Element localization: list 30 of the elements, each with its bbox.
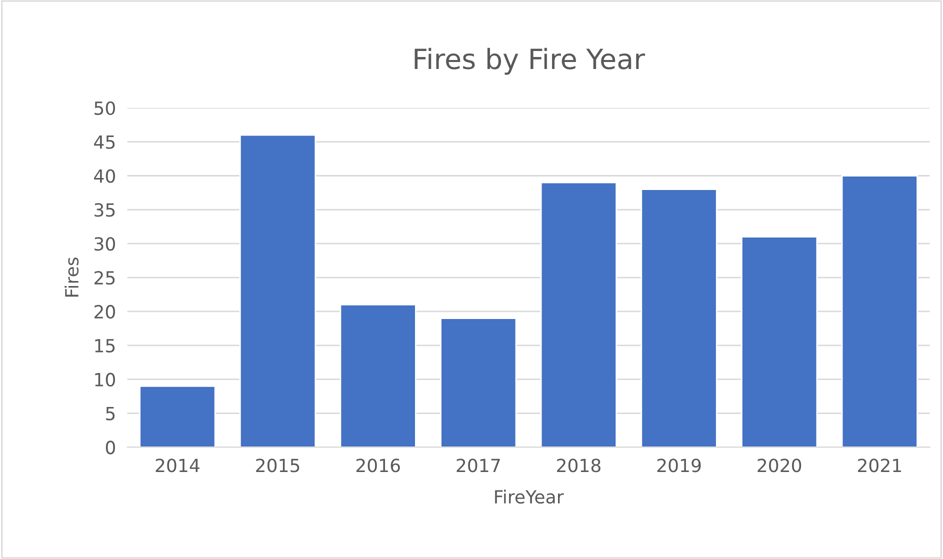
y-tick-label: 35 [94, 203, 115, 217]
y-tick-label: 25 [94, 271, 115, 285]
bar [741, 236, 818, 448]
y-tick-label: 15 [95, 339, 115, 353]
x-tick-label: 2020 [758, 458, 802, 472]
bar [841, 175, 918, 448]
x-tick-label: 2018 [557, 458, 600, 472]
bar [239, 134, 316, 448]
y-tick-label: 10 [95, 372, 115, 386]
y-axis-title: Fires [64, 258, 79, 297]
y-tick-label: 0 [106, 440, 115, 454]
bar [640, 188, 718, 448]
x-axis-title: FireYear [495, 490, 564, 504]
y-tick-label: 30 [94, 237, 115, 251]
x-tick-label: 2021 [858, 458, 901, 472]
x-tick-label: 2014 [156, 458, 200, 472]
y-tick-label: 40 [94, 169, 115, 183]
bar [540, 182, 618, 448]
bar [139, 385, 216, 448]
x-tick-label: 2017 [456, 458, 500, 472]
bar [440, 318, 517, 448]
bar [340, 304, 416, 448]
y-tick-label: 20 [94, 304, 115, 319]
y-tick-label: 5 [106, 406, 115, 420]
chart-title: Fires by Fire Year [414, 48, 646, 75]
x-tick-label: 2016 [356, 458, 400, 472]
x-tick-label: 2015 [256, 458, 300, 472]
y-tick-label: 50 [94, 101, 115, 116]
x-tick-label: 2019 [657, 458, 701, 472]
y-tick-label: 45 [94, 136, 115, 149]
